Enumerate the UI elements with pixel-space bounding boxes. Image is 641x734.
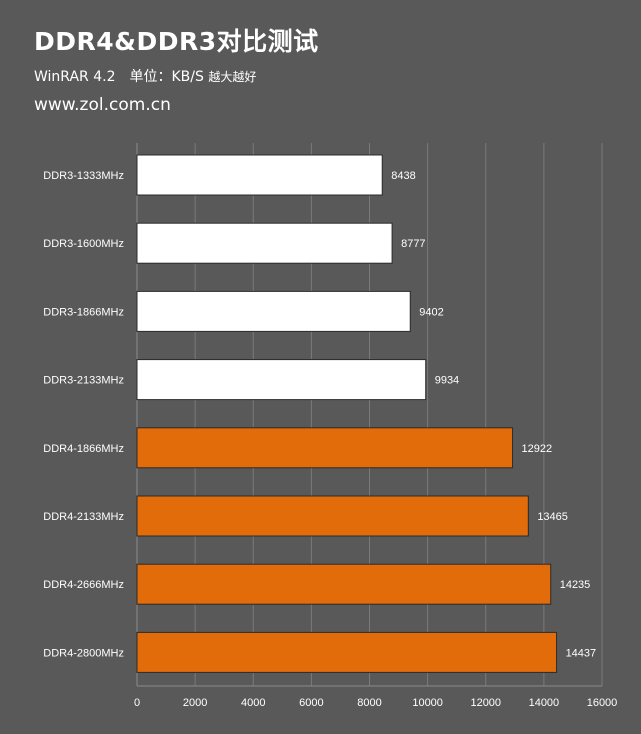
category-label: DDR3-1333MHz bbox=[43, 170, 124, 182]
data-label: 9402 bbox=[419, 306, 443, 318]
x-tick-label: 14000 bbox=[529, 697, 560, 709]
subtitle-main: WinRAR 4.2 单位：KB/S bbox=[34, 69, 204, 85]
bar bbox=[136, 427, 514, 469]
x-tick-label: 6000 bbox=[299, 697, 323, 709]
category-label: DDR3-1600MHz bbox=[43, 238, 124, 250]
subtitle-note: 越大越好 bbox=[208, 70, 257, 84]
data-label: 14437 bbox=[566, 647, 597, 659]
x-tick-label: 2000 bbox=[183, 697, 207, 709]
category-label: DDR4-1866MHz bbox=[43, 443, 124, 455]
category-label: DDR4-2666MHz bbox=[43, 579, 124, 591]
data-label: 8438 bbox=[391, 170, 415, 182]
bar bbox=[136, 631, 558, 673]
bar bbox=[136, 222, 393, 264]
data-label: 9934 bbox=[435, 375, 459, 387]
data-label: 8777 bbox=[401, 238, 425, 250]
chart-title: DDR4&DDR3对比测试 bbox=[34, 27, 319, 56]
bar bbox=[136, 359, 427, 401]
bar bbox=[136, 495, 529, 537]
category-label: DDR4-2133MHz bbox=[43, 511, 124, 523]
source-url: www.zol.com.cn bbox=[34, 95, 171, 115]
data-label: 12922 bbox=[522, 443, 553, 455]
x-tick-label: 10000 bbox=[412, 697, 443, 709]
category-label: DDR3-2133MHz bbox=[43, 375, 124, 387]
category-label: DDR4-2800MHz bbox=[43, 647, 124, 659]
x-tick-label: 0 bbox=[134, 697, 140, 709]
x-tick-label: 12000 bbox=[470, 697, 501, 709]
bar bbox=[136, 563, 552, 605]
x-tick-label: 16000 bbox=[587, 697, 618, 709]
category-label: DDR3-1866MHz bbox=[43, 306, 124, 318]
bar bbox=[136, 154, 383, 196]
x-tick-label: 8000 bbox=[357, 697, 381, 709]
chart-subtitle: WinRAR 4.2 单位：KB/S 越大越好 bbox=[34, 66, 256, 86]
x-tick-label: 4000 bbox=[241, 697, 265, 709]
bar bbox=[136, 290, 411, 332]
data-label: 14235 bbox=[560, 579, 591, 591]
data-label: 13465 bbox=[537, 511, 568, 523]
